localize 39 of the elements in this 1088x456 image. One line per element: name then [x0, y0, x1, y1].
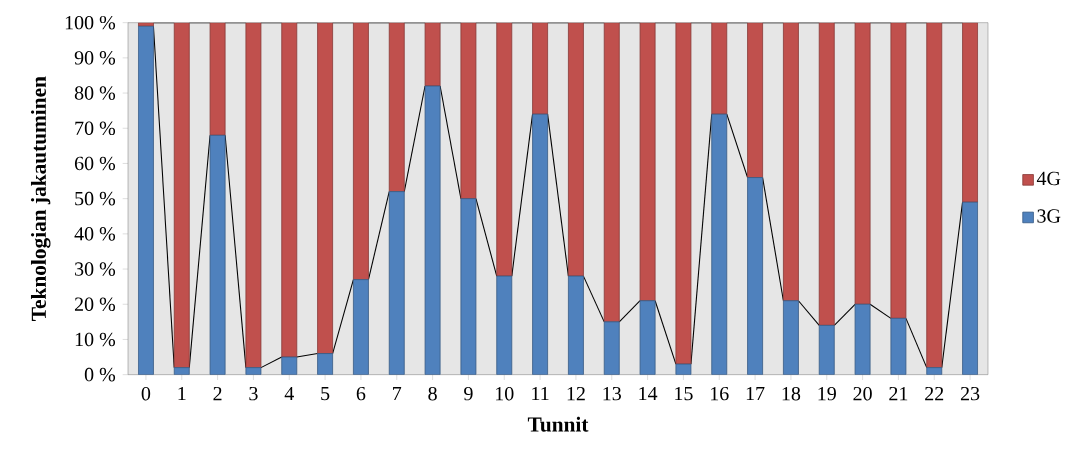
- x-tick-label: 6: [356, 386, 366, 401]
- y-tick-label: 10 %: [75, 332, 116, 347]
- x-tick-label: 13: [603, 386, 621, 401]
- y-tick-label: 80 %: [74, 86, 116, 100]
- x-tick-label: 17: [746, 386, 765, 401]
- x-tick-label: 23: [960, 386, 980, 401]
- legend-label: 4G: [1036, 171, 1061, 186]
- x-tick-label: 4: [284, 386, 294, 401]
- y-tick-label: 40 %: [74, 227, 116, 241]
- x-tick-label: 19: [818, 386, 836, 401]
- x-tick-label: 21: [889, 386, 908, 401]
- x-axis-title: Tunnit: [527, 416, 589, 432]
- x-tick-label: 9: [464, 386, 473, 401]
- x-tick-label: 18: [782, 386, 801, 401]
- y-tick-label: 90 %: [74, 51, 116, 65]
- x-tick-label: 16: [711, 386, 729, 401]
- x-tick-label: 0: [141, 386, 151, 401]
- x-tick-label: 10: [496, 386, 514, 401]
- y-tick-label: 100 %: [65, 15, 116, 30]
- y-tick-label: 60 %: [74, 156, 116, 171]
- legend-label: 3G: [1037, 209, 1061, 223]
- y-axis-title: Teknologian jakautuminen: [30, 76, 51, 321]
- y-tick-label: 30 %: [75, 262, 116, 276]
- x-tick-label: 14: [639, 386, 658, 401]
- x-tick-label: 22: [925, 386, 944, 401]
- x-tick-label: 7: [393, 386, 402, 401]
- x-tick-label: 3: [249, 386, 258, 401]
- x-tick-label: 8: [428, 386, 437, 401]
- y-tick-label: 20 %: [74, 297, 116, 312]
- x-tick-label: 15: [675, 386, 693, 401]
- x-tick-label: 11: [532, 386, 549, 401]
- y-tick-label: 0 %: [84, 367, 116, 382]
- y-tick-label: 70 %: [75, 121, 116, 136]
- x-tick-label: 1: [178, 386, 186, 401]
- x-tick-label: 12: [567, 386, 585, 401]
- x-tick-label: 2: [213, 386, 222, 401]
- y-tick-label: 50 %: [75, 191, 116, 206]
- x-tick-label: 5: [321, 386, 330, 401]
- x-tick-label: 20: [853, 386, 872, 401]
